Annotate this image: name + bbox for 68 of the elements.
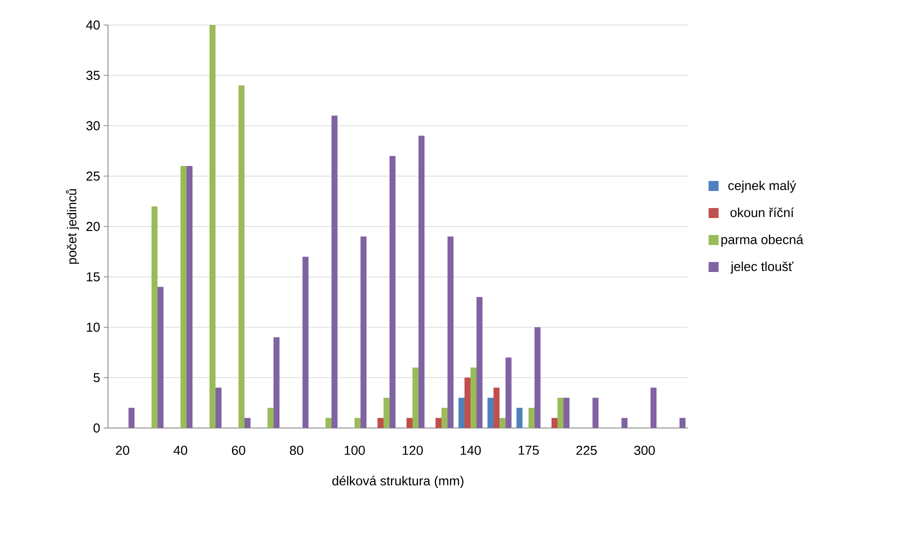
y-tick-label: 35 — [86, 70, 100, 80]
x-tick-label: 60 — [232, 446, 246, 455]
y-tick-label: 20 — [86, 222, 100, 232]
x-tick-label: 225 — [576, 446, 597, 455]
x-tick-label: 20 — [116, 446, 130, 455]
bar — [488, 398, 494, 428]
bar — [448, 236, 454, 428]
x-tick-label: 140 — [460, 446, 481, 455]
bar — [210, 24, 216, 428]
y-tick-label: 25 — [86, 172, 100, 181]
bar — [558, 398, 564, 428]
bar — [680, 418, 686, 428]
bar — [470, 368, 477, 428]
bar — [390, 156, 396, 428]
x-tick-label: 175 — [518, 446, 539, 455]
y-axis-title: počet jedinců — [66, 189, 79, 264]
x-tick-label: 80 — [290, 446, 304, 455]
x-tick-label: 300 — [634, 446, 655, 455]
bar — [274, 337, 280, 428]
bar — [158, 286, 164, 428]
bar — [564, 398, 570, 428]
bar — [384, 398, 390, 428]
bar — [216, 388, 222, 428]
bar — [180, 166, 187, 428]
bar — [506, 357, 512, 428]
bar — [650, 388, 657, 428]
bar — [244, 418, 251, 428]
bar — [332, 116, 338, 428]
x-tick-label: 120 — [402, 446, 423, 455]
legend-label: okoun říční — [730, 208, 794, 218]
x-tick-label: 40 — [174, 446, 188, 455]
bar — [152, 206, 158, 428]
legend-label: parma obecná — [721, 234, 804, 247]
bar — [412, 368, 419, 428]
bar — [622, 418, 628, 428]
bar — [268, 408, 274, 428]
bar — [552, 418, 558, 428]
bar — [326, 418, 332, 428]
bar — [354, 418, 361, 428]
bar — [186, 166, 193, 428]
bar — [528, 408, 535, 428]
bar — [534, 327, 541, 428]
bar — [458, 398, 465, 428]
y-tick-label: 40 — [86, 20, 100, 30]
bar — [406, 418, 413, 428]
legend-label: cejnek malý — [728, 180, 796, 193]
y-tick-label: 5 — [94, 373, 100, 382]
y-tick-label: 30 — [86, 121, 100, 130]
bar — [378, 418, 384, 428]
x-tick-label: 100 — [344, 446, 365, 455]
bar — [464, 378, 471, 428]
bar — [442, 408, 448, 428]
bar — [436, 418, 442, 428]
bar — [516, 408, 523, 428]
y-tick-label: 10 — [86, 322, 100, 332]
bar — [128, 408, 135, 428]
bar — [476, 297, 483, 428]
bar — [494, 388, 500, 428]
bar — [238, 85, 245, 428]
y-tick-label: 0 — [94, 423, 100, 433]
x-axis-title: délková struktura (mm) — [332, 476, 464, 488]
bar — [500, 418, 506, 428]
bar — [418, 136, 425, 428]
y-tick-label: 15 — [86, 272, 100, 282]
legend-label: jelec tloušť — [730, 262, 794, 274]
bar — [360, 236, 367, 428]
bar — [592, 398, 599, 428]
bar — [302, 256, 309, 428]
